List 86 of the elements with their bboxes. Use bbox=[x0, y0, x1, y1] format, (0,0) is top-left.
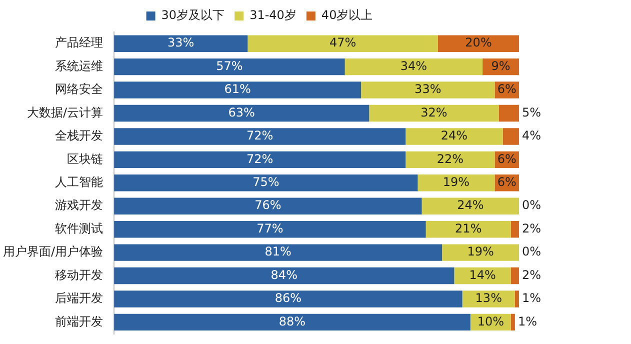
data-label: 0% bbox=[522, 198, 542, 212]
bar bbox=[114, 267, 454, 284]
data-label: 34% bbox=[400, 58, 428, 73]
data-label: 88% bbox=[278, 314, 306, 328]
bar bbox=[114, 58, 345, 76]
bar bbox=[438, 35, 519, 52]
data-label: 9% bbox=[491, 58, 510, 73]
data-label: 22% bbox=[436, 152, 464, 166]
bar bbox=[361, 82, 495, 98]
data-label: 24% bbox=[440, 128, 468, 143]
data-label: 32% bbox=[420, 105, 448, 120]
bar bbox=[514, 290, 519, 308]
data-label: 5% bbox=[522, 105, 542, 120]
bar bbox=[114, 244, 442, 261]
legend-label: 30岁及以下 bbox=[161, 8, 225, 22]
data-label: 6% bbox=[497, 82, 516, 96]
bar bbox=[248, 35, 438, 52]
data-label: 0% bbox=[522, 244, 542, 259]
y-tick-label: 软件测试 bbox=[55, 221, 104, 236]
data-label: 63% bbox=[228, 105, 255, 120]
bar bbox=[114, 128, 406, 145]
bar bbox=[114, 174, 418, 192]
data-label: 81% bbox=[264, 244, 292, 259]
bar bbox=[114, 220, 426, 238]
data-label: 33% bbox=[414, 82, 442, 96]
y-tick-label: 游戏开发 bbox=[55, 198, 104, 212]
bar bbox=[114, 198, 422, 214]
data-label: 24% bbox=[457, 198, 484, 212]
bar bbox=[114, 82, 362, 98]
bar bbox=[442, 244, 519, 261]
bar bbox=[510, 314, 515, 331]
data-label: 4% bbox=[522, 128, 542, 143]
data-label: 72% bbox=[246, 128, 274, 143]
data-label: 1% bbox=[522, 291, 542, 306]
data-label: 21% bbox=[455, 221, 482, 236]
bar bbox=[510, 220, 519, 238]
y-tick-label: 网络安全 bbox=[55, 82, 104, 96]
bar bbox=[114, 290, 462, 308]
bar bbox=[114, 151, 406, 168]
data-label: 1% bbox=[518, 314, 537, 328]
data-label: 72% bbox=[246, 152, 274, 166]
y-tick-label: 后端开发 bbox=[55, 291, 104, 306]
bar bbox=[462, 290, 515, 308]
bar bbox=[114, 314, 470, 331]
legend-label: 31-40岁 bbox=[250, 8, 296, 22]
y-tick-label: 人工智能 bbox=[55, 175, 104, 190]
data-label: 10% bbox=[477, 314, 504, 328]
data-label: 47% bbox=[330, 36, 356, 50]
bar bbox=[114, 35, 248, 52]
bar bbox=[426, 220, 511, 238]
y-tick-label: 前端开发 bbox=[55, 314, 104, 328]
data-label: 13% bbox=[475, 291, 502, 306]
y-tick-label: 产品经理 bbox=[55, 36, 104, 50]
data-label: 19% bbox=[467, 244, 494, 259]
data-label: 20% bbox=[465, 36, 492, 50]
bar bbox=[344, 58, 483, 76]
y-tick-label: 大数据/云计算 bbox=[26, 105, 104, 120]
data-label: 33% bbox=[168, 36, 194, 50]
legend-label: 40岁以上 bbox=[321, 8, 373, 22]
data-label: 61% bbox=[224, 82, 251, 96]
data-label: 86% bbox=[274, 291, 302, 306]
bar bbox=[406, 151, 495, 168]
data-label: 75% bbox=[252, 175, 280, 190]
data-label: 84% bbox=[270, 268, 298, 282]
y-tick-label: 全栈开发 bbox=[55, 128, 104, 143]
y-tick-label: 系统运维 bbox=[55, 58, 104, 73]
bar bbox=[418, 174, 495, 192]
data-label: 76% bbox=[254, 198, 282, 212]
y-tick-label: 区块链 bbox=[67, 152, 104, 166]
data-label: 6% bbox=[497, 152, 516, 166]
bar bbox=[510, 267, 519, 284]
bar bbox=[502, 128, 519, 145]
bar bbox=[422, 198, 519, 214]
y-tick-label: 移动开发 bbox=[55, 268, 104, 282]
data-label: 14% bbox=[469, 268, 496, 282]
bar bbox=[369, 104, 499, 122]
bar bbox=[406, 128, 503, 145]
data-label: 2% bbox=[522, 221, 542, 236]
y-tick-label: 用户界面/用户体验 bbox=[2, 244, 104, 259]
data-label: 57% bbox=[216, 58, 243, 73]
data-label: 2% bbox=[522, 268, 542, 282]
data-label: 6% bbox=[497, 175, 516, 190]
data-label: 77% bbox=[256, 221, 284, 236]
data-label: 19% bbox=[442, 175, 470, 190]
bar bbox=[114, 104, 370, 122]
bar bbox=[498, 104, 519, 122]
